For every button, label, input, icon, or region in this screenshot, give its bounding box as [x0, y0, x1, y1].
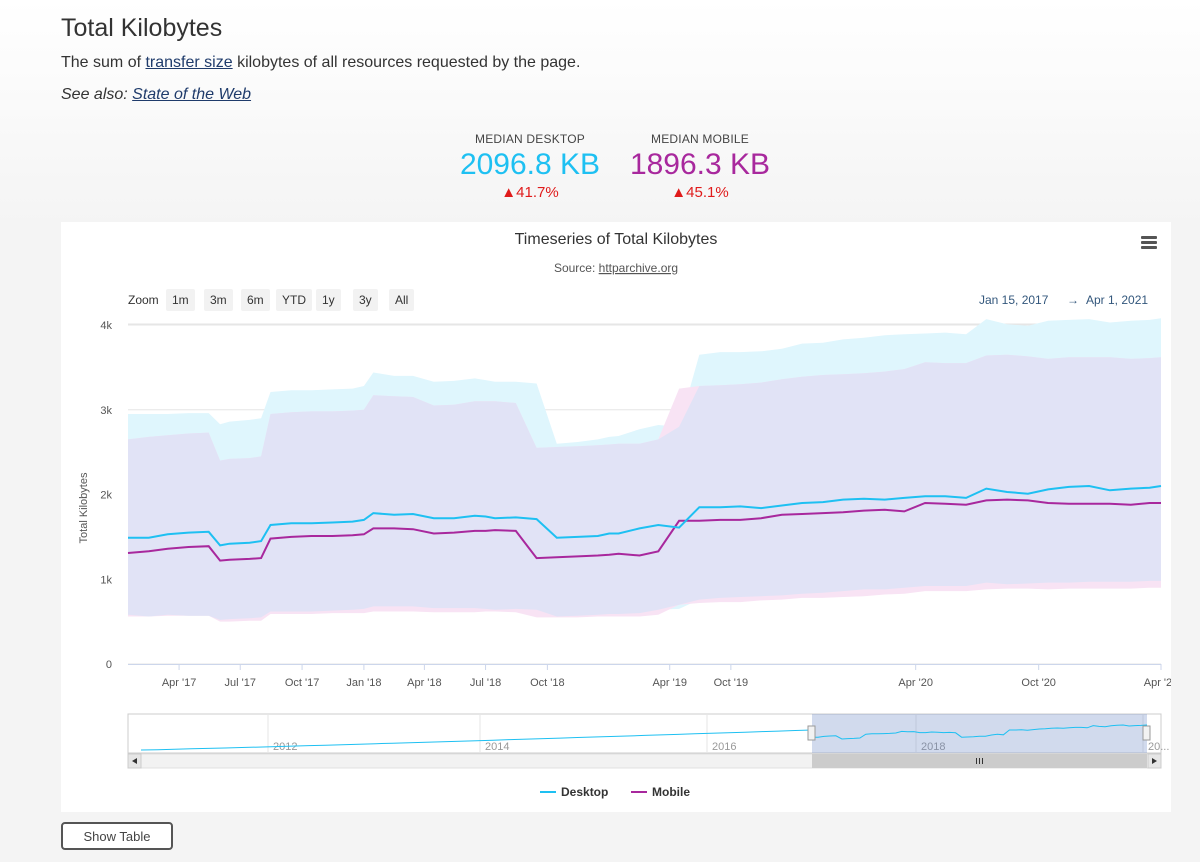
page-description: The sum of transfer size kilobytes of al…: [61, 54, 580, 72]
navigator-tick-label: 2014: [485, 741, 509, 753]
x-tick-label: Oct '19: [714, 677, 749, 689]
x-tick-label: Apr '20: [898, 677, 933, 689]
desktop-series-line: [128, 484, 1162, 547]
x-tick-label: Jul '17: [225, 677, 256, 689]
navigator-tick-label: 2016: [712, 741, 736, 753]
median-mobile-metric: MEDIAN MOBILE 1896.3 KB ▲45.1%: [600, 132, 800, 201]
transfer-size-link[interactable]: transfer size: [145, 54, 233, 71]
zoom-all-button[interactable]: All: [389, 289, 415, 311]
range-arrow: →: [1067, 293, 1079, 307]
httparchive-link[interactable]: httparchive.org: [599, 261, 678, 275]
legend-item-mobile[interactable]: Mobile: [652, 785, 690, 799]
range-to-input[interactable]: Apr 1, 2021: [1086, 293, 1149, 307]
description-text-pre: The sum of: [61, 54, 146, 71]
chart-subtitle-pre: Source:: [554, 261, 599, 275]
x-tick-label: Oct '17: [285, 677, 320, 689]
y-tick-label: 2k: [100, 490, 112, 502]
median-desktop-change: ▲41.7%: [501, 184, 559, 201]
page-title: Total Kilobytes: [61, 14, 223, 42]
chart-container: Zoom 1m 3m 6m YTD 1y 3y All Jan 15, 2017…: [61, 222, 1171, 812]
x-tick-label: Jan '18: [346, 677, 381, 689]
range-from-input[interactable]: Jan 15, 2017: [979, 293, 1049, 307]
x-tick-label: Apr '17: [162, 677, 197, 689]
zoom-1y-button[interactable]: 1y: [316, 289, 341, 311]
mobile-series-line: [127, 498, 1161, 562]
navigator-right-handle[interactable]: [1142, 725, 1151, 741]
median-desktop-label: MEDIAN DESKTOP: [475, 132, 585, 146]
zoom-6m-button[interactable]: 6m: [241, 289, 270, 311]
median-desktop-metric: MEDIAN DESKTOP 2096.8 KB ▲41.7%: [430, 132, 630, 201]
median-mobile-change: ▲45.1%: [671, 184, 729, 201]
navigator-left-handle[interactable]: [807, 725, 816, 741]
navigator-selected-range[interactable]: [812, 714, 1147, 753]
y-tick-label: 1k: [100, 574, 112, 586]
scroll-left-arrow-icon: [132, 758, 137, 764]
show-table-button[interactable]: Show Table: [61, 822, 173, 850]
x-tick-label: Apr '19: [652, 677, 687, 689]
scroll-right-arrow-icon: [1152, 758, 1157, 764]
x-tick-label: Jul '18: [470, 677, 501, 689]
x-tick-label: Apr '18: [407, 677, 442, 689]
x-tick-label: Oct '18: [530, 677, 565, 689]
median-mobile-label: MEDIAN MOBILE: [651, 132, 749, 146]
navigator[interactable]: 2012 2014 2016 2018 20...: [127, 713, 1169, 769]
x-tick-label: Oct '20: [1021, 677, 1056, 689]
y-tick-label: 0: [106, 659, 112, 671]
median-mobile-value: 1896.3 KB: [629, 148, 771, 181]
see-also: See also: State of the Web: [61, 86, 251, 104]
zoom-label: Zoom: [128, 293, 159, 307]
legend: Desktop Mobile: [540, 785, 690, 799]
zoom-3m-button[interactable]: 3m: [204, 289, 233, 311]
timeseries-chart: Timeseries of Total Kilobytes Source: ht…: [78, 231, 1171, 799]
zoom-3y-button[interactable]: 3y: [353, 289, 378, 311]
navigator-tick-label: 2012: [273, 741, 297, 753]
chart-subtitle: Source: httparchive.org: [554, 261, 678, 275]
navigator-series-line: [140, 724, 1148, 751]
plot-area: 0 1k 2k 3k 4k Apr '17 Jul '17 Oct '17 Jan '18 Apr…: [100, 318, 1171, 689]
state-of-the-web-link[interactable]: State of the Web: [132, 86, 252, 103]
y-tick-label: 3k: [100, 405, 112, 417]
zoom-ytd-button[interactable]: YTD: [276, 289, 312, 311]
description-text-post: kilobytes of all resources requested by …: [232, 54, 581, 71]
overlap-range-band: [128, 354, 1161, 620]
zoom-1m-button[interactable]: 1m: [166, 289, 195, 311]
navigator-frame: [127, 713, 1162, 754]
navigator-tick-label: 2018: [921, 741, 945, 753]
x-tick-label: Apr '21: [1144, 677, 1171, 689]
navigator-tick-label: 20...: [1148, 741, 1169, 753]
menu-icon[interactable]: [1141, 236, 1157, 250]
y-tick-label: 4k: [100, 320, 112, 332]
see-also-label: See also:: [61, 86, 133, 103]
y-axis-title: Total Kilobytes: [78, 472, 90, 543]
legend-item-desktop[interactable]: Desktop: [561, 785, 608, 799]
chart-title: Timeseries of Total Kilobytes: [515, 231, 718, 248]
median-desktop-value: 2096.8 KB: [459, 148, 601, 181]
